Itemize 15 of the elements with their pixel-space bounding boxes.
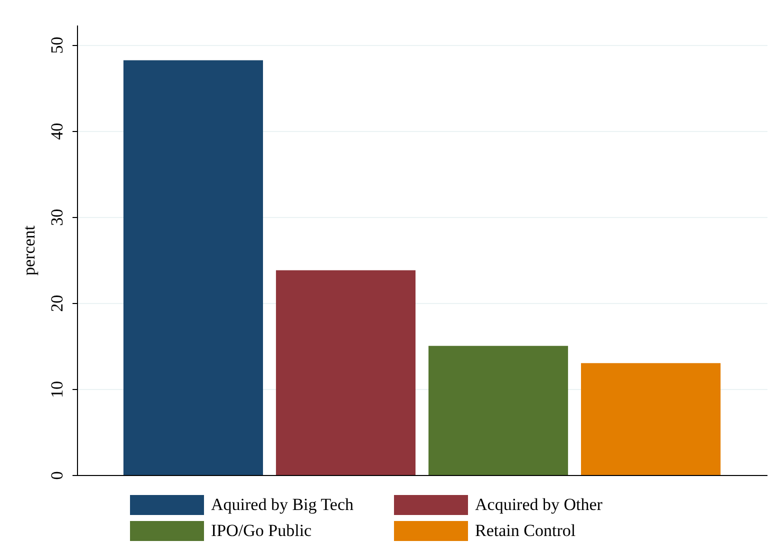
- bar: [581, 363, 721, 475]
- y-tick-label: 30: [48, 208, 66, 226]
- legend-label: IPO/Go Public: [211, 521, 312, 540]
- legend-label: Aquired by Big Tech: [211, 495, 354, 514]
- y-tick-label: 0: [48, 471, 66, 480]
- bar: [428, 346, 568, 475]
- legend-label: Acquired by Other: [475, 495, 603, 514]
- legend-label: Retain Control: [475, 521, 576, 540]
- y-tick-label: 20: [48, 294, 66, 312]
- y-tick-label: 10: [48, 380, 66, 398]
- bar: [276, 270, 416, 475]
- y-axis-title: percent: [20, 225, 38, 276]
- bar: [123, 60, 263, 475]
- y-tick-label: 50: [48, 36, 66, 54]
- y-tick-label: 40: [48, 122, 66, 140]
